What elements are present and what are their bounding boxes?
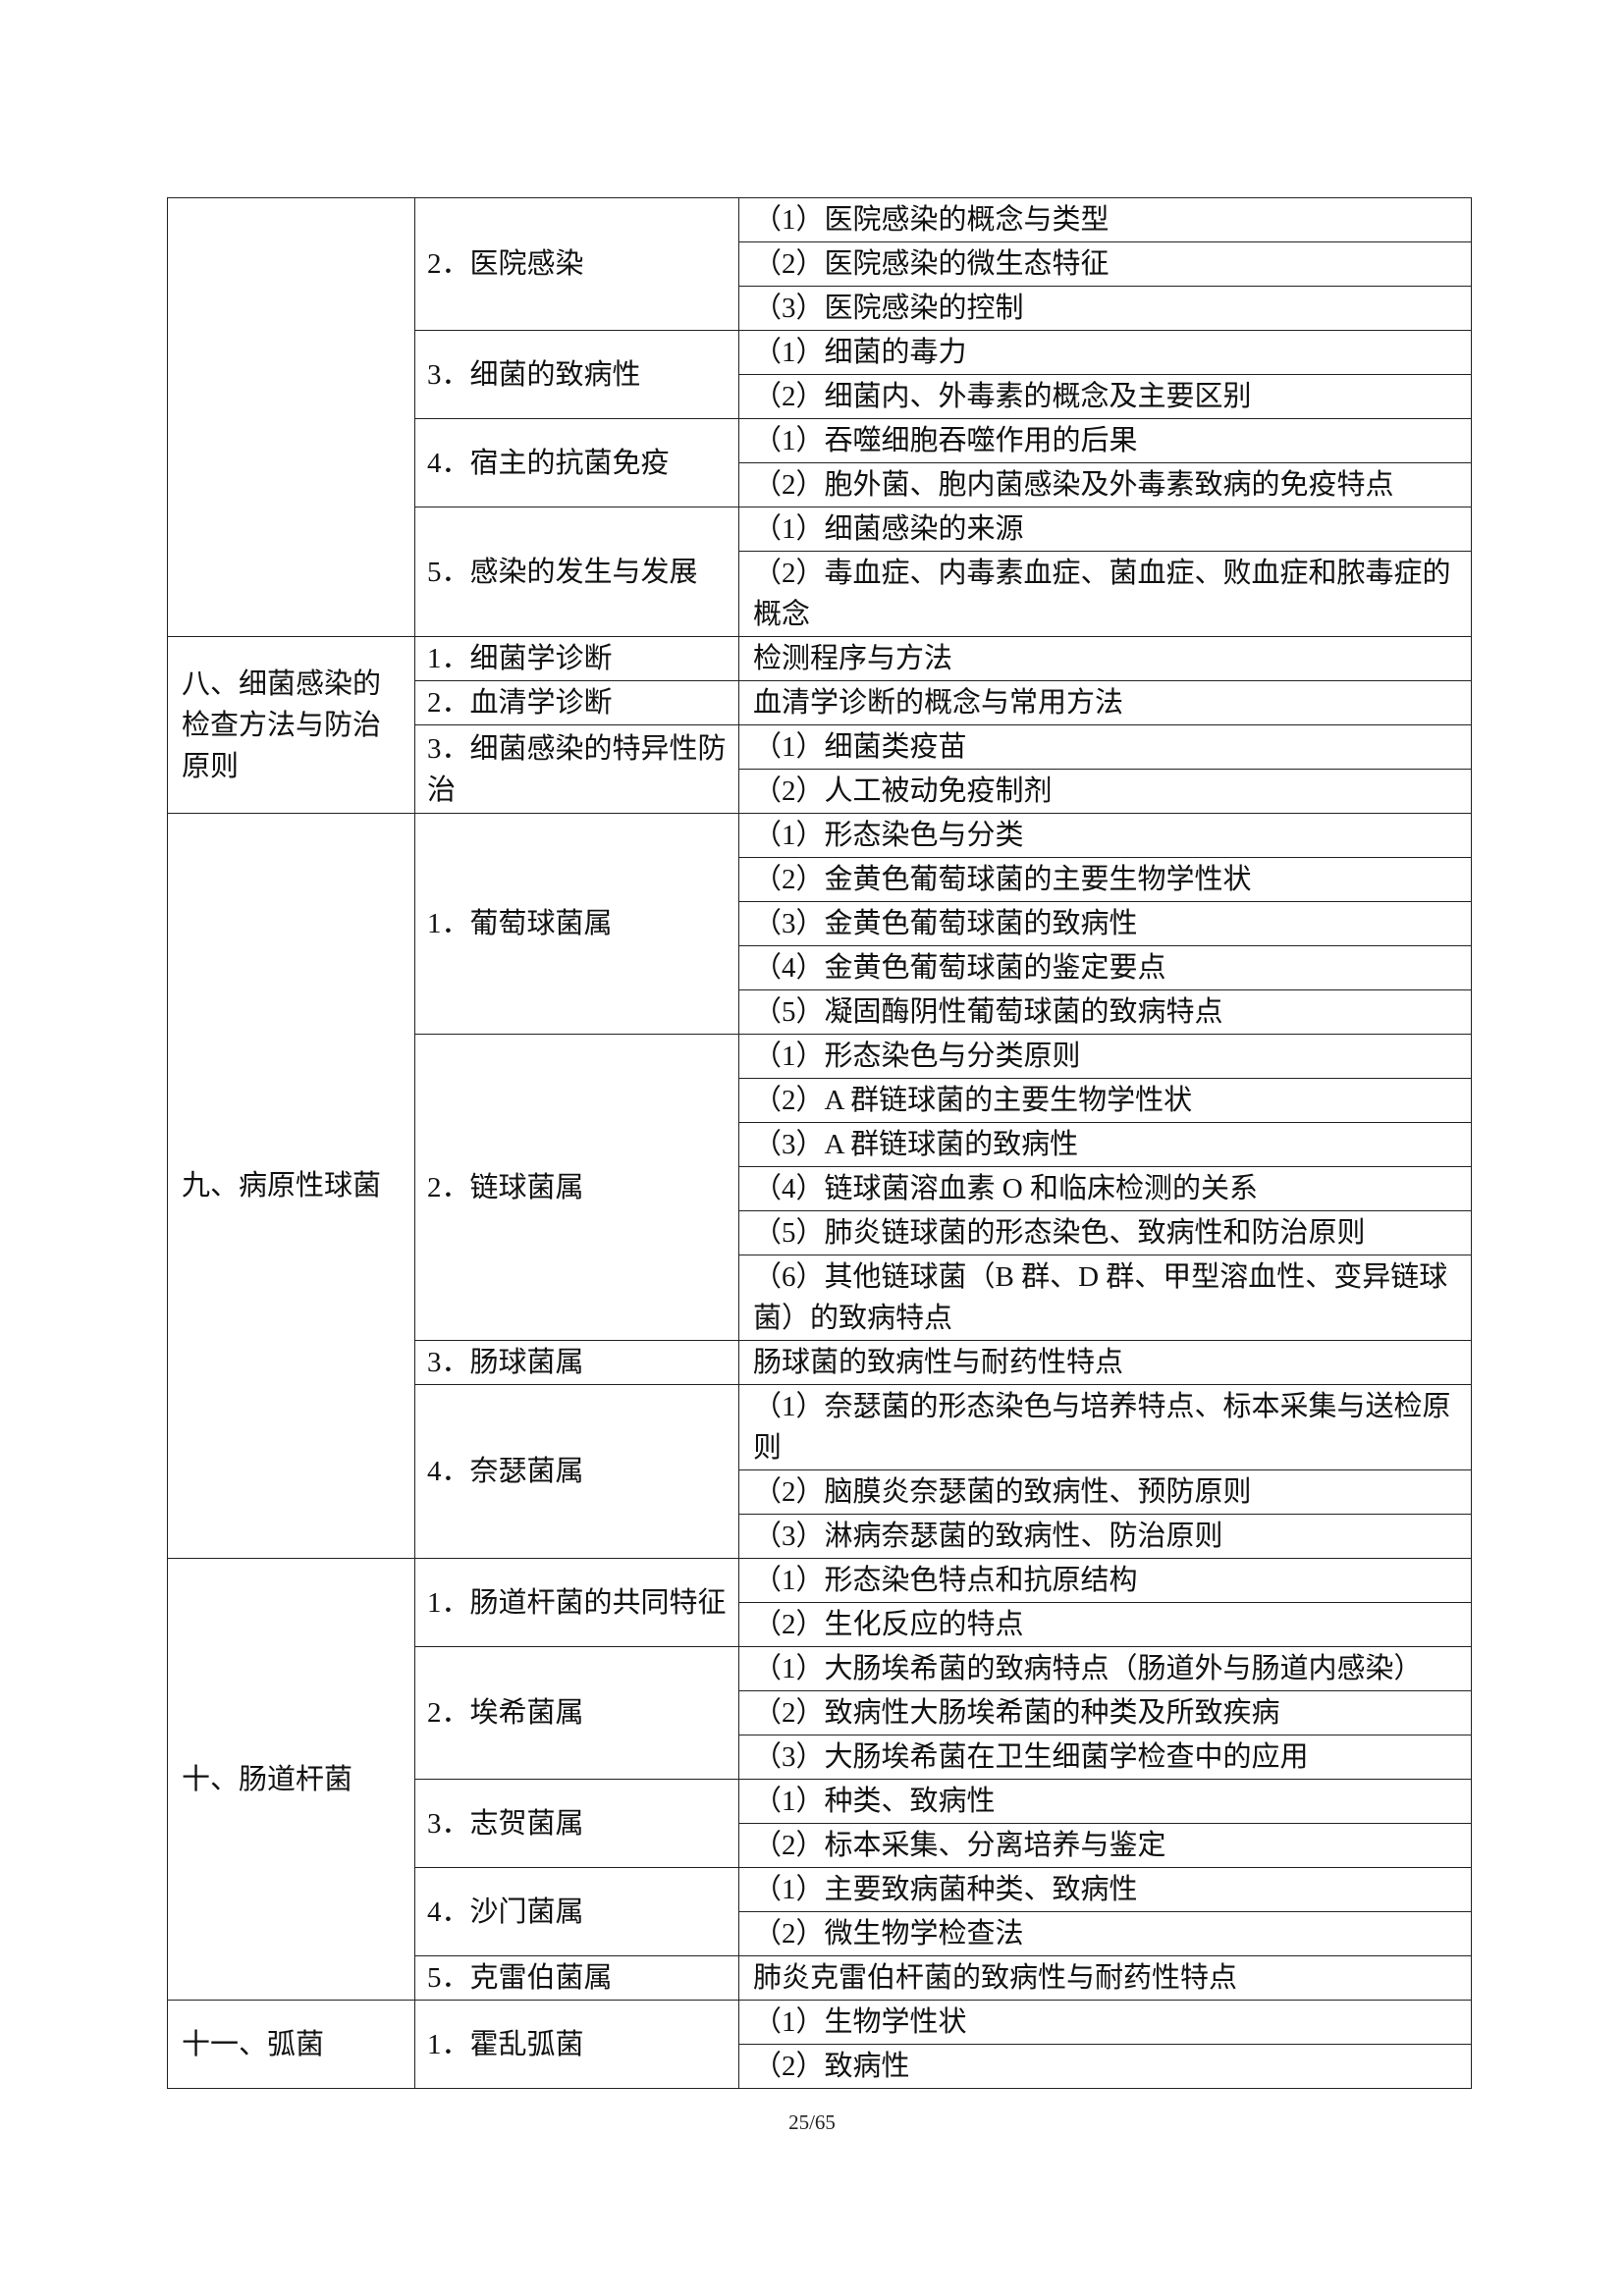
section-title: 十一、弧菌 [167, 2000, 415, 2089]
topic-point: 肠球菌的致病性与耐药性特点 [738, 1340, 1472, 1385]
topic-point: （1）奈瑟菌的形态染色与培养特点、标本采集与送检原则 [738, 1384, 1472, 1470]
topic-label: 2．链球菌属 [414, 1034, 739, 1341]
table-row: 5．感染的发生与发展 （1）细菌感染的来源 [168, 507, 1472, 637]
topic-point: 血清学诊断的概念与常用方法 [738, 680, 1472, 725]
topic-point: （2）毒血症、内毒素血症、菌血症、败血症和脓毒症的概念 [738, 551, 1472, 637]
topic-point: （2）生化反应的特点 [738, 1602, 1472, 1647]
table-row: （2）微生物学检查法 [168, 1911, 1472, 1956]
topic-label: 1．葡萄球菌属 [414, 813, 739, 1035]
table-row: 九、病原性球菌 1．葡萄球菌属 （1）形态染色与分类 [167, 813, 1472, 1559]
topic-label: 2．血清学诊断 [414, 680, 739, 725]
table-row: 4．沙门菌属 （1）主要致病菌种类、致病性 [168, 1867, 1472, 1956]
topic-point: （2）微生物学检查法 [738, 1911, 1472, 1956]
topic-point: （1）形态染色与分类原则 [738, 1034, 1472, 1079]
table-row: 十、肠道杆菌 1．肠道杆菌的共同特征 （1）形态染色特点和抗原结构 [167, 1558, 1472, 2001]
topic-point: （1）形态染色与分类 [738, 813, 1472, 858]
table-row: 十一、弧菌 1．霍乱弧菌 （1）生物学性状 [167, 2000, 1472, 2089]
syllabus-table: 2．医院感染 （1）医院感染的概念与类型 （2）医院感染的微生态特征 （3）医院感染的… [167, 197, 1472, 2089]
table-row: （2）金黄色葡萄球菌的主要生物学性状 [168, 857, 1472, 902]
table-row: 八、细菌感染的检查方法与防治原则 1．细菌学诊断 检测程序与方法 [167, 636, 1472, 814]
topic-point: （2）致病性 [738, 2044, 1472, 2089]
topic-label: 4．宿主的抗菌免疫 [414, 418, 739, 507]
topic-point: （1）吞噬细胞吞噬作用的后果 [738, 418, 1472, 463]
topic-point: （2）人工被动免疫制剂 [738, 769, 1472, 814]
section-title [167, 197, 415, 637]
topic-point: （2）A 群链球菌的主要生物学性状 [738, 1078, 1472, 1123]
page-number: 25/65 [788, 2110, 836, 2134]
topic-point: （4）链球菌溶血素 O 和临床检测的关系 [738, 1166, 1472, 1211]
topic-label: 4．奈瑟菌属 [414, 1384, 739, 1559]
table-row: （3）医院感染的控制 [168, 286, 1472, 331]
topic-point: （6）其他链球菌（B 群、D 群、甲型溶血性、变异链球菌）的致病特点 [738, 1255, 1472, 1341]
table-row: （2）生化反应的特点 [168, 1602, 1472, 1647]
topic-point: （1）形态染色特点和抗原结构 [738, 1558, 1472, 1603]
table-row: （2）医院感染的微生态特征 [168, 241, 1472, 287]
topic-point: （2）脑膜炎奈瑟菌的致病性、预防原则 [738, 1469, 1472, 1515]
topic-point: （1）细菌感染的来源 [738, 507, 1472, 552]
section-title: 九、病原性球菌 [167, 813, 415, 1559]
topic-point: （1）细菌的毒力 [738, 330, 1472, 375]
topic-label: 5．克雷伯菌属 [414, 1955, 739, 2001]
section-title: 八、细菌感染的检查方法与防治原则 [167, 636, 415, 814]
topic-point: （3）医院感染的控制 [738, 286, 1472, 331]
topic-point: （1）主要致病菌种类、致病性 [738, 1867, 1472, 1912]
table-row: （3）淋病奈瑟菌的致病性、防治原则 [168, 1514, 1472, 1559]
table-row: （2）标本采集、分离培养与鉴定 [168, 1823, 1472, 1868]
topic-point: （1）医院感染的概念与类型 [738, 197, 1472, 242]
table-row: （2）毒血症、内毒素血症、菌血症、败血症和脓毒症的概念 [168, 551, 1472, 637]
topic-label: 4．沙门菌属 [414, 1867, 739, 1956]
topic-point: （4）金黄色葡萄球菌的鉴定要点 [738, 945, 1472, 990]
topic-point: （3）大肠埃希菌在卫生细菌学检查中的应用 [738, 1735, 1472, 1780]
topic-label: 1．肠道杆菌的共同特征 [414, 1558, 739, 1647]
topic-point: （2）致病性大肠埃希菌的种类及所致疾病 [738, 1690, 1472, 1735]
topic-point: （2）标本采集、分离培养与鉴定 [738, 1823, 1472, 1868]
table-row: （4）金黄色葡萄球菌的鉴定要点 [168, 945, 1472, 990]
topic-label: 1．霍乱弧菌 [414, 2000, 739, 2089]
topic-point: （1）生物学性状 [738, 2000, 1472, 2045]
table-row: 3．细菌感染的特异性防治 （1）细菌类疫苗 [168, 724, 1472, 814]
section-title: 十、肠道杆菌 [167, 1558, 415, 2001]
table-row: 2．医院感染 （1）医院感染的概念与类型 [167, 197, 1472, 637]
topic-label: 2．医院感染 [414, 197, 739, 331]
topic-label: 3．肠球菌属 [414, 1340, 739, 1385]
topic-point: （2）医院感染的微生态特征 [738, 241, 1472, 287]
topic-point: （2）细菌内、外毒素的概念及主要区别 [738, 374, 1472, 419]
topic-point: （5）肺炎链球菌的形态染色、致病性和防治原则 [738, 1210, 1472, 1255]
table-row: （2）胞外菌、胞内菌感染及外毒素致病的免疫特点 [168, 462, 1472, 507]
topic-point: （3）金黄色葡萄球菌的致病性 [738, 901, 1472, 946]
topic-point: 肺炎克雷伯杆菌的致病性与耐药性特点 [738, 1955, 1472, 2001]
table-row: （2）致病性大肠埃希菌的种类及所致疾病 [168, 1690, 1472, 1735]
table-row: （2）脑膜炎奈瑟菌的致病性、预防原则 [168, 1469, 1472, 1515]
table-row: 3．肠球菌属 肠球菌的致病性与耐药性特点 [168, 1340, 1472, 1385]
topic-label: 5．感染的发生与发展 [414, 507, 739, 637]
table-row: （2）致病性 [168, 2044, 1472, 2089]
table-row: （5）凝固酶阴性葡萄球菌的致病特点 [168, 989, 1472, 1035]
table-row: （3）大肠埃希菌在卫生细菌学检查中的应用 [168, 1735, 1472, 1780]
topic-point: （5）凝固酶阴性葡萄球菌的致病特点 [738, 989, 1472, 1035]
topic-label: 3．细菌感染的特异性防治 [414, 724, 739, 814]
table-row: 2．链球菌属 （1）形态染色与分类原则 [168, 1034, 1472, 1341]
topic-point: （2）金黄色葡萄球菌的主要生物学性状 [738, 857, 1472, 902]
topic-point: （2）胞外菌、胞内菌感染及外毒素致病的免疫特点 [738, 462, 1472, 507]
topic-point: 检测程序与方法 [738, 636, 1472, 681]
topic-label: 3．细菌的致病性 [414, 330, 739, 419]
topic-label: 1．细菌学诊断 [414, 636, 739, 681]
table-row: 2．埃希菌属 （1）大肠埃希菌的致病特点（肠道外与肠道内感染） [168, 1646, 1472, 1780]
table-row: 4．奈瑟菌属 （1）奈瑟菌的形态染色与培养特点、标本采集与送检原则 [168, 1384, 1472, 1559]
topic-point: （3）A 群链球菌的致病性 [738, 1122, 1472, 1167]
topic-label: 2．埃希菌属 [414, 1646, 739, 1780]
table-row: 3．志贺菌属 （1）种类、致病性 [168, 1779, 1472, 1868]
table-row: （2）人工被动免疫制剂 [168, 769, 1472, 814]
topic-point: （3）淋病奈瑟菌的致病性、防治原则 [738, 1514, 1472, 1559]
table-row: （4）链球菌溶血素 O 和临床检测的关系 [168, 1166, 1472, 1211]
topic-point: （1）大肠埃希菌的致病特点（肠道外与肠道内感染） [738, 1646, 1472, 1691]
topic-point: （1）种类、致病性 [738, 1779, 1472, 1824]
topic-label: 3．志贺菌属 [414, 1779, 739, 1868]
topic-point: （1）细菌类疫苗 [738, 724, 1472, 770]
